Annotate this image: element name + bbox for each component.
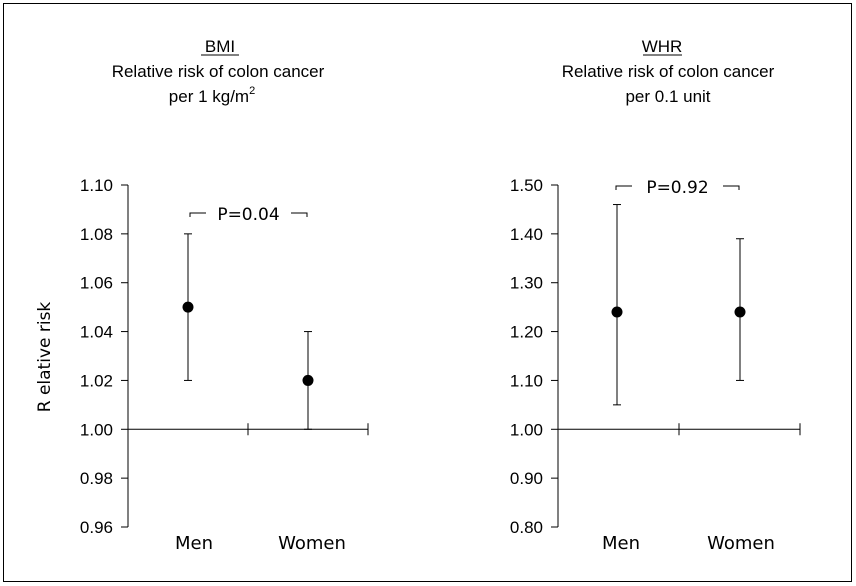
bmi-y-tick-label: 1.02 [80, 371, 113, 390]
bmi-p-bracket-right [291, 212, 308, 217]
whr-subtitle: Relative risk of colon cancer [562, 62, 775, 81]
whr-p-bracket-left [615, 185, 632, 190]
whr-p-value: P=0.92 [646, 178, 708, 198]
whr-y-tick-label: 0.90 [510, 469, 543, 488]
bmi-point-men [182, 301, 194, 313]
whr-title: WHR [642, 37, 683, 56]
bmi-y-tick-label: 1.04 [80, 323, 113, 342]
whr-y-tick-label: 0.80 [510, 518, 543, 537]
whr-panel: WHR Relative risk of colon cancer per 0.… [510, 37, 801, 554]
whr-y-tick-label: 1.10 [510, 371, 543, 390]
bmi-p-bracket-left [189, 212, 206, 217]
bmi-point-women [302, 374, 314, 386]
bmi-unit: per 1 kg/m2 [169, 85, 255, 106]
bmi-y-tick-label: 1.06 [80, 274, 113, 293]
whr-p-bracket-right [723, 185, 740, 190]
bmi-unit-superscript: 2 [249, 85, 255, 97]
bmi-p-value: P=0.04 [217, 205, 279, 225]
y-axis-label: R elative risk [35, 302, 55, 413]
bmi-category-label-women: Women [278, 533, 346, 554]
bmi-category-label-men: Men [175, 533, 213, 554]
bmi-y-tick-label: 1.10 [80, 176, 113, 195]
bmi-panel: BMI Relative risk of colon cancer per 1 … [35, 37, 369, 554]
bmi-y-tick-label: 1.00 [80, 420, 113, 439]
bmi-title: BMI [205, 37, 235, 56]
whr-category-label-men: Men [602, 533, 640, 554]
whr-point-women [734, 306, 746, 318]
whr-category-label-women: Women [707, 533, 775, 554]
bmi-unit-text: per 1 kg/m [169, 87, 249, 106]
bmi-y-tick-label: 0.96 [80, 518, 113, 537]
bmi-y-tick-label: 1.08 [80, 225, 113, 244]
bmi-subtitle: Relative risk of colon cancer [112, 62, 325, 81]
figure-frame [3, 3, 852, 582]
whr-y-tick-label: 1.00 [510, 420, 543, 439]
whr-point-men [611, 306, 623, 318]
whr-y-tick-label: 1.30 [510, 274, 543, 293]
whr-y-tick-label: 1.20 [510, 323, 543, 342]
whr-y-tick-label: 1.40 [510, 225, 543, 244]
whr-unit: per 0.1 unit [625, 87, 710, 106]
bmi-y-tick-label: 0.98 [80, 469, 113, 488]
whr-y-tick-label: 1.50 [510, 176, 543, 195]
